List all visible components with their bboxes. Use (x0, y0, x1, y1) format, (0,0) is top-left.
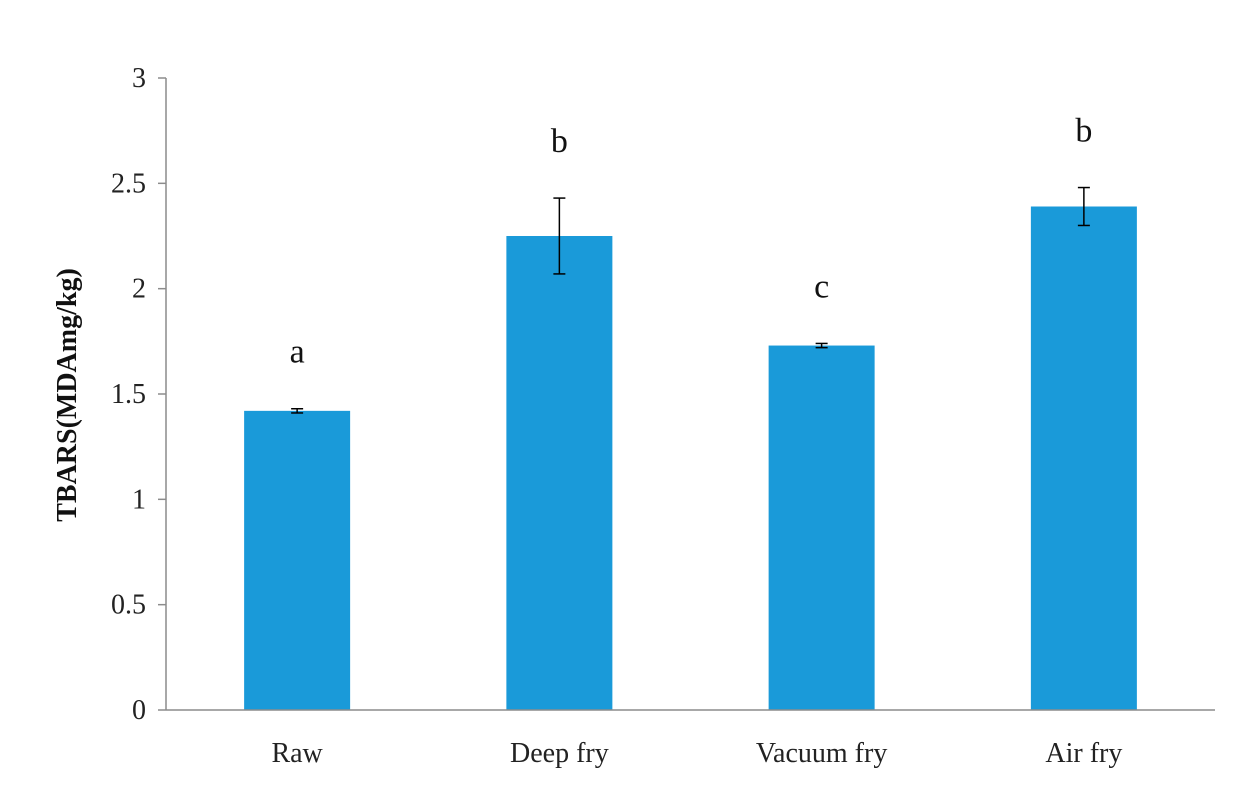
significance-letter: c (814, 268, 829, 305)
x-tick-label: Deep fry (510, 738, 609, 769)
error-bars (291, 186, 1090, 414)
bars (244, 206, 1137, 711)
y-axis-label: TBARS(MDAmg/kg) (52, 268, 83, 522)
bar-vacuum-fry (768, 345, 875, 710)
y-tick-label: 1.5 (111, 379, 146, 410)
y-tick-label: 0 (132, 695, 146, 726)
y-ticks: 0 0.5 1 1.5 2 2.5 3 (111, 63, 166, 726)
significance-letter: b (551, 123, 568, 160)
x-tick-label: Vacuum fry (756, 738, 887, 769)
significance-labels: a b c b (290, 113, 1093, 371)
y-tick-label: 3 (132, 63, 146, 94)
significance-letter: b (1075, 113, 1092, 150)
significance-letter: a (290, 334, 305, 371)
x-tick-labels: Raw Deep fry Vacuum fry Air fry (271, 738, 1122, 769)
y-tick-label: 2.5 (111, 168, 146, 199)
x-tick-label: Raw (271, 738, 323, 769)
y-tick-label: 0.5 (111, 590, 146, 621)
y-tick-label: 2 (132, 274, 146, 305)
y-tick-label: 1 (132, 484, 146, 515)
bar-deep-fry (506, 236, 613, 710)
bar-raw (244, 410, 351, 710)
bar-air-fry (1030, 206, 1137, 711)
x-tick-label: Air fry (1045, 738, 1122, 769)
